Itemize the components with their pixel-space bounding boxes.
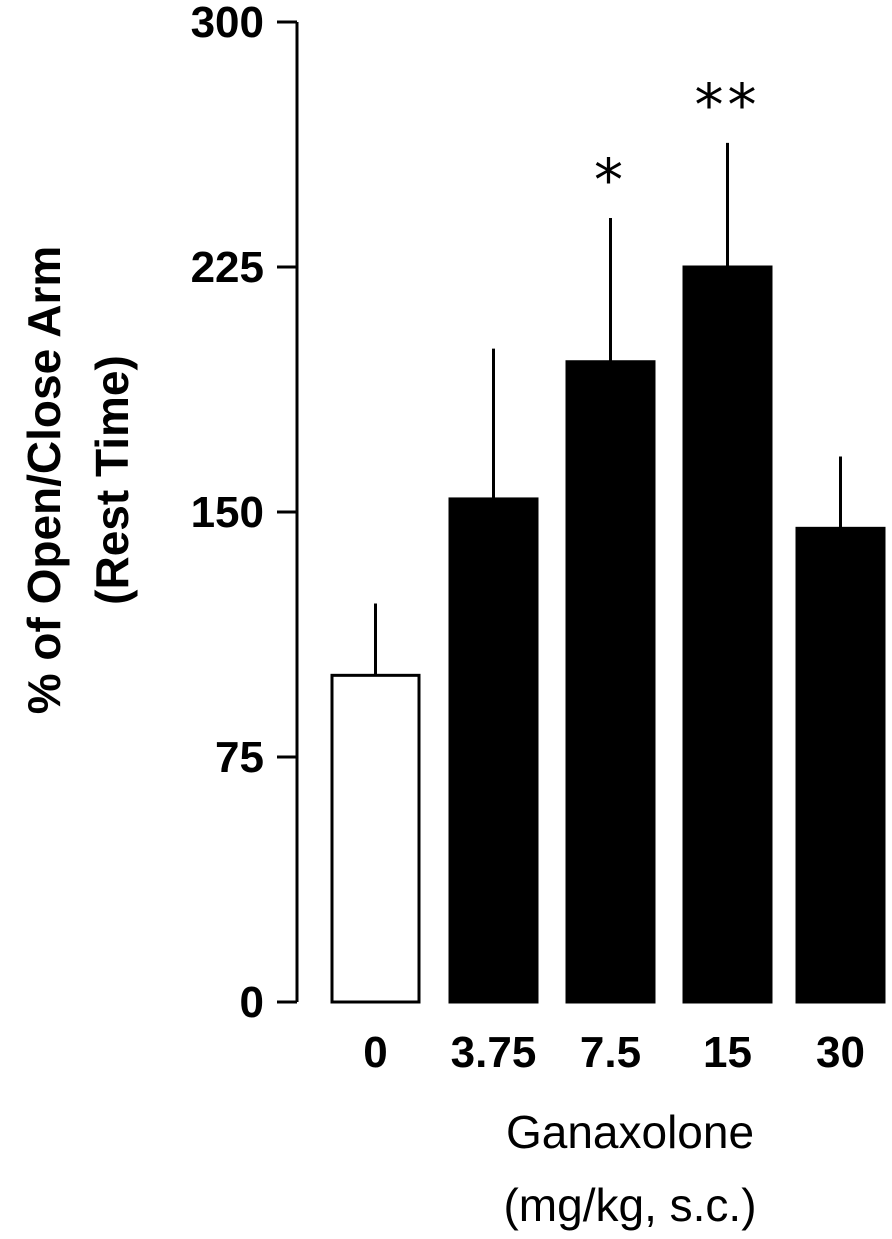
significance-marker: ** [695,71,761,139]
bars: *** [330,71,886,1004]
x-tick-label: 7.5 [580,1028,641,1077]
bar [795,526,886,1004]
x-axis-label-line: Ganaxolone [506,1106,754,1158]
y-tick-label: 75 [215,733,264,782]
x-axis-label: Ganaxolone (mg/kg, s.c.) [503,1106,756,1231]
y-tick-label: 0 [240,978,264,1027]
y-axis-label: % of Open/Close Arm (Rest Time) [18,246,138,715]
x-axis-label-line: (mg/kg, s.c.) [503,1179,756,1231]
y-axis-label-line: % of Open/Close Arm [18,246,70,715]
x-tick-label: 15 [703,1028,752,1077]
y-axis-label-line: (Rest Time) [86,355,138,605]
x-tick-label: 0 [363,1028,387,1077]
y-tick-label: 150 [191,488,264,537]
y-tick-label: 300 [191,0,264,47]
bar [682,265,773,1004]
y-axis: 0 75 150 225 300 [191,0,299,1027]
significance-marker: * [594,146,627,214]
bar [448,497,539,1004]
bar [330,673,421,1004]
y-tick-label: 225 [191,243,264,292]
x-tick-labels: 0 3.75 7.5 15 30 [363,1028,865,1077]
bar [565,360,656,1004]
x-tick-label: 30 [816,1028,865,1077]
x-tick-label: 3.75 [451,1028,537,1077]
